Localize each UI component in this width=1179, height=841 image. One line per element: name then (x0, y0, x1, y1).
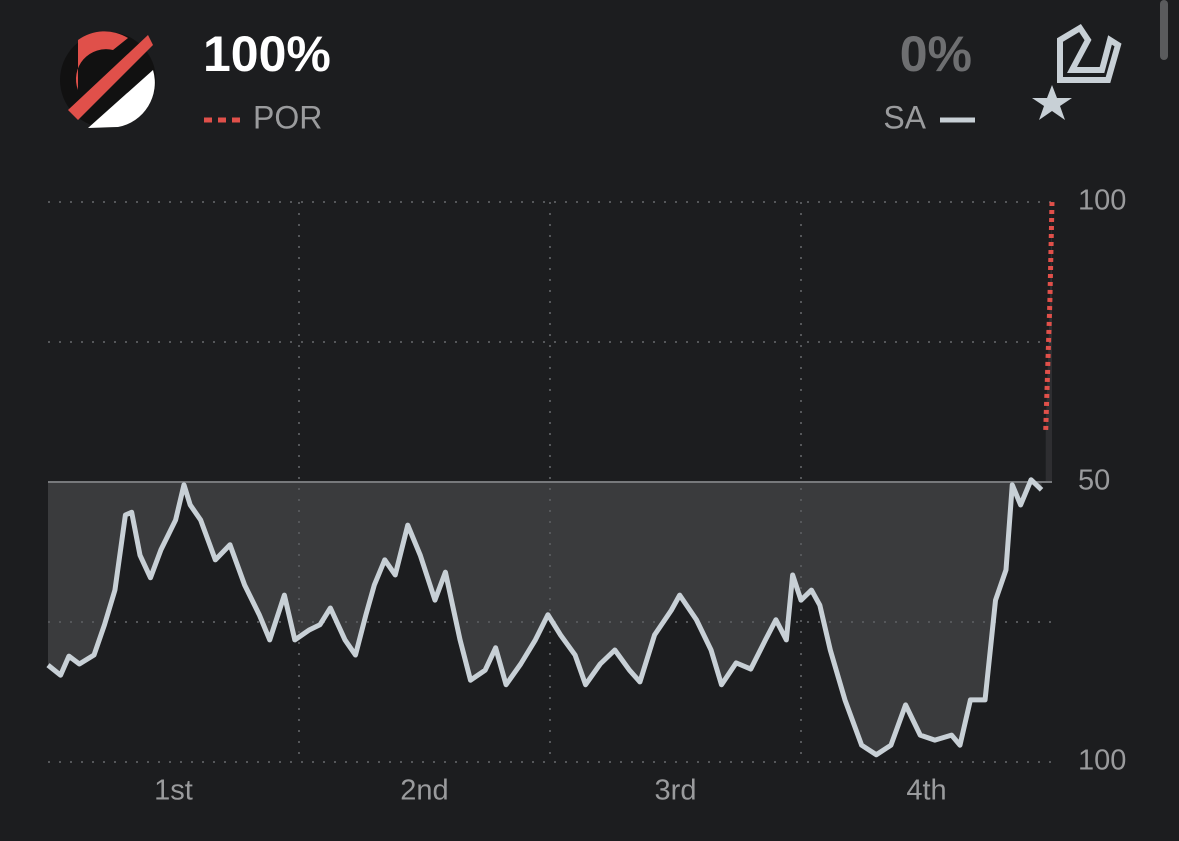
legend-label: POR (253, 99, 322, 135)
x-tick-label: 2nd (400, 775, 448, 807)
logo-stripe (75, 31, 128, 90)
y-tick-label: 100 (1078, 745, 1126, 777)
series-line (46, 477, 1044, 758)
home-pct: 100% (203, 26, 331, 82)
legend-label: SA (883, 99, 926, 135)
away-pct: 0% (900, 26, 972, 82)
x-tick-label: 4th (906, 775, 946, 807)
x-tick-label: 3rd (655, 775, 697, 807)
sa-logo (1032, 23, 1122, 120)
logo-stripe (68, 35, 153, 120)
scrollbar (1160, 0, 1168, 60)
x-tick-label: 1st (154, 775, 193, 807)
por-logo (60, 31, 156, 128)
series-line (1043, 201, 1055, 431)
logo-spur (1057, 23, 1122, 83)
logo-stripe (88, 70, 155, 128)
logo-star (1032, 85, 1072, 120)
y-tick-label: 50 (1078, 465, 1110, 497)
y-tick-label: 100 (1078, 185, 1126, 217)
